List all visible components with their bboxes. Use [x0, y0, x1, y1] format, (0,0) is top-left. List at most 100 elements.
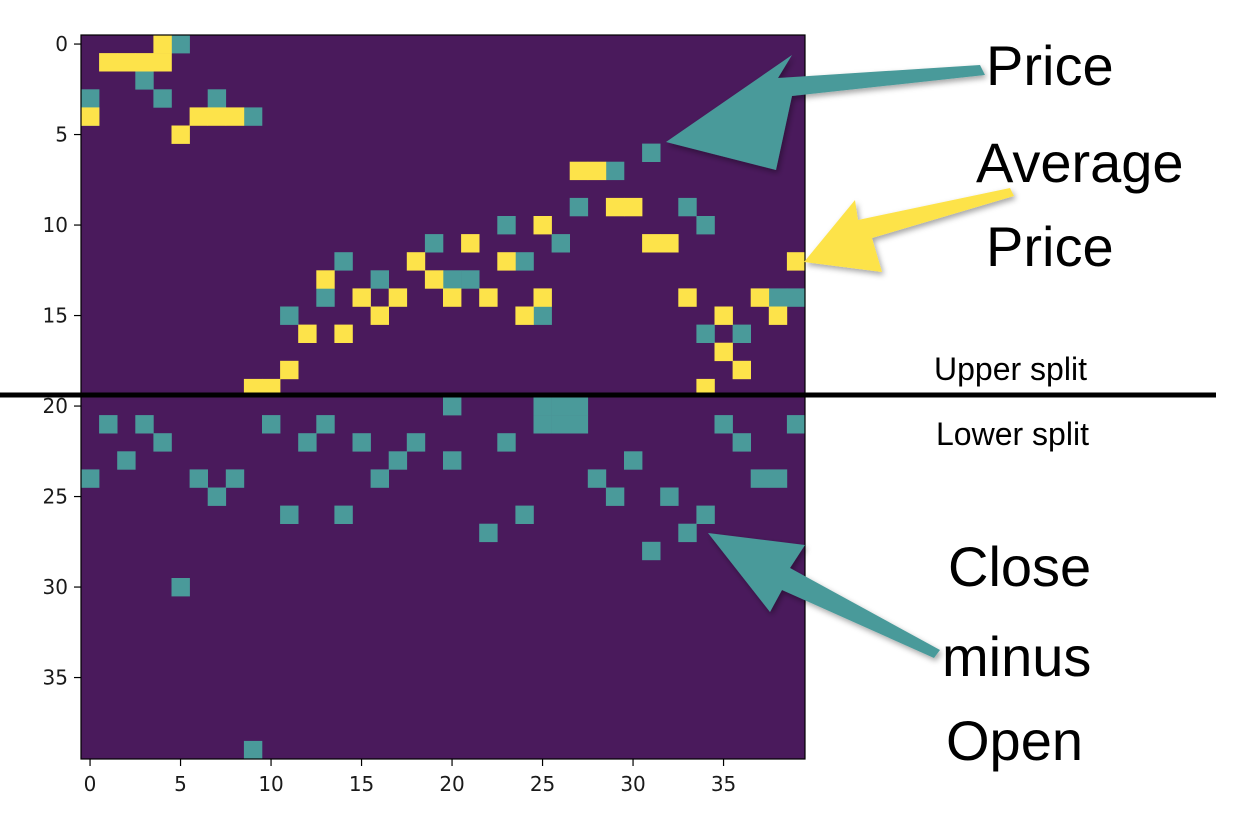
average-price-cell [424, 270, 444, 289]
average-price-cell [714, 342, 733, 362]
price-cell [243, 740, 263, 760]
price-cell [370, 469, 389, 488]
price-cell [732, 433, 751, 452]
average-price-cell [99, 53, 118, 72]
average-price-cell [316, 270, 335, 289]
average-price-cell [515, 306, 534, 325]
close-label-line2: minus [942, 625, 1091, 688]
price-cell [207, 487, 227, 506]
price-cell [750, 469, 770, 488]
price-cell [316, 288, 335, 307]
average-price-cell [768, 306, 788, 325]
average-price-cell [153, 53, 172, 72]
average-price-cell [660, 234, 679, 253]
y-tick-label: 10 [43, 213, 68, 237]
price-cell [642, 541, 661, 561]
average-price-cell [569, 161, 589, 181]
price-cell [551, 234, 570, 253]
price-cell [99, 415, 118, 434]
close-minus-open-arrow [708, 533, 940, 658]
average-price-cell [714, 306, 733, 325]
price-cell [605, 161, 625, 181]
price-cell [135, 71, 154, 90]
average-price-cell [678, 288, 697, 307]
price-cell [443, 397, 462, 416]
y-tick-label: 35 [43, 666, 68, 690]
x-tick-label: 0 [84, 772, 97, 796]
average-price-cell [334, 324, 353, 343]
price-cell [370, 270, 389, 289]
average-price-cell [189, 107, 208, 126]
price-cell [117, 451, 136, 470]
price-cell [605, 487, 625, 506]
price-cell [424, 234, 444, 253]
price-cell [569, 397, 589, 416]
average-price-cell [732, 360, 751, 380]
average-price-cell [135, 53, 154, 72]
price-cell [298, 433, 317, 452]
close-label-line3: Open [946, 709, 1083, 772]
price-cell [81, 469, 100, 488]
price-cell [533, 306, 552, 325]
price-cell [786, 415, 806, 434]
lower-split-label: Lower split [936, 416, 1089, 452]
price-cell [280, 306, 299, 325]
price-cell [533, 415, 552, 434]
price-cell [461, 270, 480, 289]
average-price-cell [605, 197, 625, 217]
y-tick-label: 15 [43, 304, 68, 328]
y-tick-label: 25 [43, 485, 68, 509]
price-cell [443, 451, 462, 470]
price-cell [334, 505, 353, 524]
average-price-cell [370, 306, 389, 325]
average-price-cell [461, 234, 480, 253]
price-cell [714, 415, 733, 434]
price-cell [280, 505, 299, 524]
price-cell [207, 89, 227, 108]
price-label: Price [986, 34, 1114, 97]
average-price-arrow [804, 188, 1014, 272]
x-axis: 0 5 10 15 20 25 30 35 [84, 759, 736, 796]
price-cell [678, 523, 697, 543]
average-price-cell [533, 216, 552, 235]
average-price-cell [786, 252, 806, 271]
average-price-cell [280, 360, 299, 380]
average-price-cell [81, 107, 100, 126]
average-price-cell [750, 288, 770, 307]
price-cell [678, 197, 697, 217]
price-cell [135, 415, 154, 434]
price-cell [551, 397, 570, 416]
price-cell [624, 451, 643, 470]
average-price-cell [406, 252, 426, 271]
x-tick-label: 35 [711, 772, 736, 796]
price-cell [497, 216, 516, 235]
y-tick-label: 5 [55, 123, 68, 147]
average-price-cell [225, 107, 245, 126]
x-tick-label: 15 [349, 772, 374, 796]
price-cell [262, 415, 281, 434]
price-cell [406, 433, 426, 452]
price-cell [316, 415, 335, 434]
y-tick-label: 30 [43, 575, 68, 599]
average-price-cell [479, 288, 498, 307]
average-price-cell [153, 35, 172, 54]
price-cell [334, 252, 353, 271]
y-tick-label: 20 [43, 394, 68, 418]
average-label-line1: Average [976, 131, 1184, 194]
average-price-cell [171, 125, 190, 144]
average-price-cell [117, 53, 136, 72]
close-label-line1: Close [948, 535, 1091, 598]
price-cell [189, 469, 208, 488]
average-price-cell [443, 288, 462, 307]
price-cell [479, 523, 498, 543]
average-price-cell [642, 234, 661, 253]
price-cell [515, 505, 534, 524]
price-cell [569, 415, 589, 434]
y-tick-label: 0 [55, 32, 68, 56]
price-cell [696, 216, 715, 235]
price-cell [768, 469, 788, 488]
average-price-cell [587, 161, 607, 181]
price-cell [225, 469, 245, 488]
price-cell [497, 433, 516, 452]
average-price-cell [497, 252, 516, 271]
